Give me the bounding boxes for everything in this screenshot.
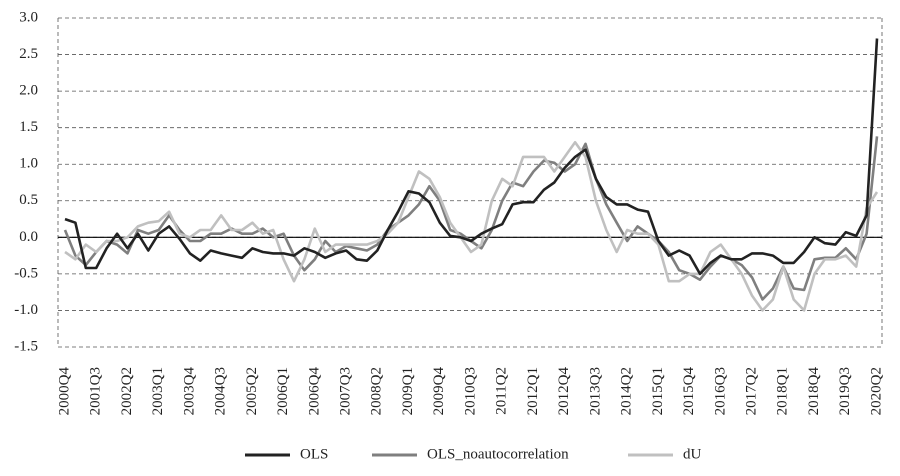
x-tick-label: 2020Q2 <box>868 367 884 415</box>
x-tick-label: 2008Q2 <box>369 367 385 415</box>
legend-label: OLS <box>300 446 328 462</box>
x-tick-label: 2014Q2 <box>619 367 635 415</box>
y-tick-label: -1.5 <box>14 338 38 354</box>
series-line <box>64 141 879 312</box>
x-tick-label: 2012Q4 <box>556 367 572 416</box>
x-tick-label: 2012Q1 <box>525 367 541 415</box>
x-tick-label: 2015Q1 <box>650 367 666 415</box>
x-tick-label: 2018Q4 <box>806 367 822 416</box>
x-tick-label: 2009Q4 <box>431 367 447 416</box>
x-tick-label: 2017Q2 <box>744 367 760 415</box>
x-tick-label: 2003Q1 <box>150 367 166 415</box>
y-tick-label: 2.5 <box>19 46 38 62</box>
series-line <box>63 136 879 301</box>
x-tick-label: 2000Q4 <box>56 367 72 416</box>
y-tick-label: 2.0 <box>19 83 38 99</box>
y-tick-label: -0.5 <box>14 265 38 281</box>
x-tick-label: 2005Q2 <box>244 367 260 415</box>
y-tick-label: -1.0 <box>14 302 38 318</box>
x-tick-label: 2015Q4 <box>681 367 697 416</box>
x-tick-label: 2006Q4 <box>306 367 322 416</box>
legend-label: OLS_noautocorrelation <box>427 446 569 462</box>
x-tick-label: 2004Q3 <box>213 367 229 415</box>
x-tick-label: 2006Q1 <box>275 367 291 415</box>
y-tick-label: 1.5 <box>19 119 38 135</box>
x-tick-label: 2013Q3 <box>587 367 603 415</box>
x-tick-label: 2016Q3 <box>712 367 728 415</box>
series-line <box>64 38 879 276</box>
x-tick-label: 2003Q4 <box>181 367 197 416</box>
x-tick-label: 2002Q2 <box>119 367 135 415</box>
x-tick-label: 2009Q1 <box>400 367 416 415</box>
x-tick-label: 2007Q3 <box>338 367 354 415</box>
y-tick-label: 0.5 <box>19 192 38 208</box>
x-tick-label: 2011Q2 <box>494 367 510 415</box>
x-tick-label: 2019Q3 <box>837 367 853 415</box>
y-tick-label: 1.0 <box>19 156 38 172</box>
y-tick-label: 0.0 <box>19 229 38 245</box>
x-tick-label: 2010Q3 <box>462 367 478 415</box>
y-tick-label: 3.0 <box>19 9 38 25</box>
x-tick-label: 2001Q3 <box>88 367 104 415</box>
x-tick-label: 2018Q1 <box>775 367 791 415</box>
legend-label: dU <box>683 446 702 462</box>
